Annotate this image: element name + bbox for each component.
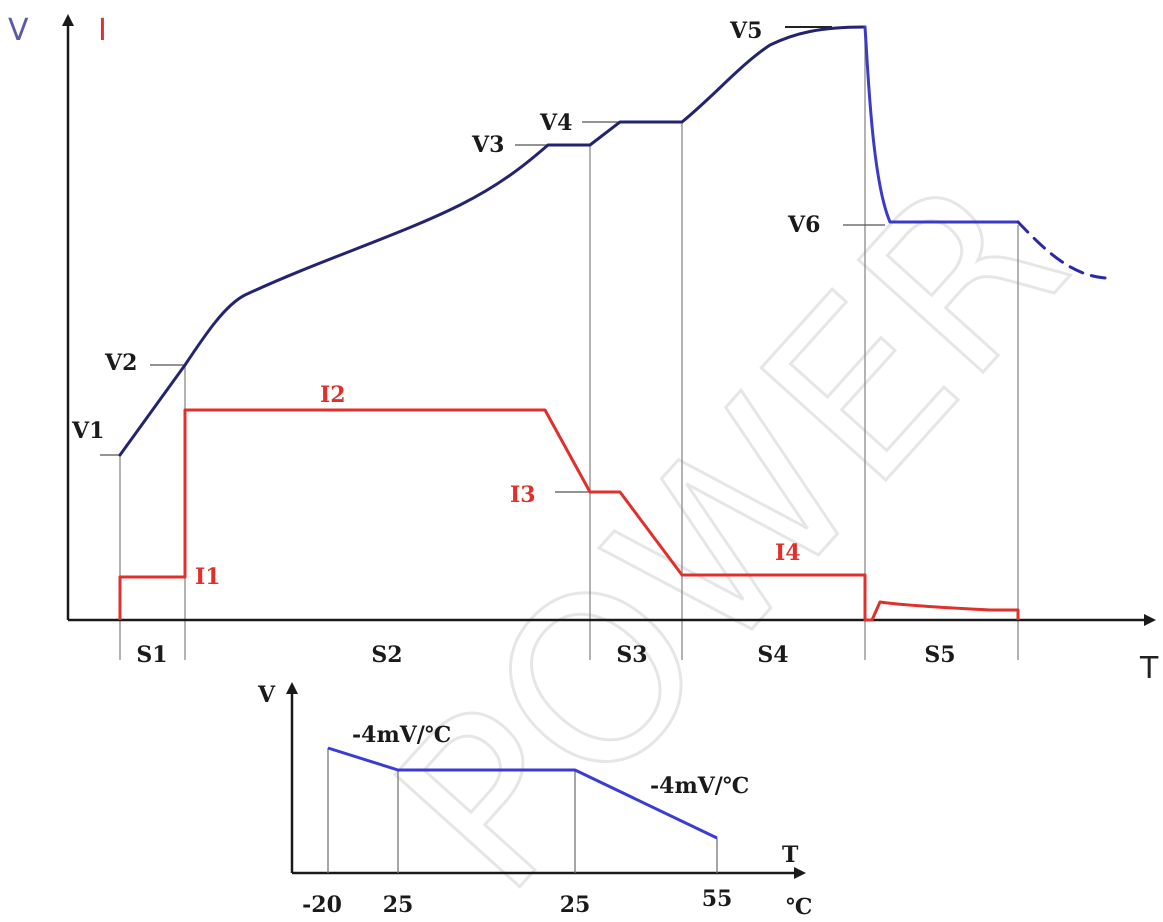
stage-labels: S1 S2 S3 S4 S5: [136, 642, 955, 668]
label-i4: I4: [775, 540, 801, 566]
watermark-text: POWER: [347, 128, 1116, 922]
stage-label-s2: S2: [371, 642, 402, 668]
inset-tick-25b: 25: [560, 892, 591, 918]
inset-x-label-t: T: [782, 842, 799, 868]
current-level-labels: I1 I2 I3 I4: [195, 382, 801, 590]
inset-x-ticks: -20 25 25 55: [302, 886, 732, 918]
main-axes: [62, 14, 1156, 626]
inset-annotation-left: -4mV/℃: [352, 722, 451, 748]
current-curve: [118, 408, 1020, 622]
level-tick-lines: [100, 26, 885, 493]
y-axis-label-i: I: [98, 13, 107, 48]
inset-tick-55: 55: [702, 886, 733, 912]
x-axis-label-t: T: [1139, 651, 1159, 686]
inset-annotation-right: -4mV/℃: [650, 773, 749, 799]
stage-label-s3: S3: [616, 642, 647, 668]
stage-label-s4: S4: [757, 642, 788, 668]
inset-chart: -4mV/℃ -4mV/℃ V T -20 25 25 55 ℃: [257, 682, 812, 920]
inset-y-label: V: [257, 682, 276, 708]
inset-x-unit: ℃: [786, 894, 812, 920]
stage-label-s1: S1: [136, 642, 167, 668]
y-axis-label-v: V: [8, 13, 29, 48]
voltage-series: [118, 25, 1107, 457]
inset-axes: [286, 682, 806, 879]
label-v4: V4: [539, 110, 572, 136]
label-v6: V6: [787, 212, 820, 238]
label-v1: V1: [71, 418, 104, 444]
watermark: POWER: [346, 127, 1118, 922]
stage-label-s5: S5: [924, 642, 955, 668]
main-chart: V1 V2 V3 V4 V5 V6 I1 I2 I3 I4 S1 S2 S3 S…: [8, 13, 1159, 686]
current-series: [118, 408, 1020, 622]
voltage-curve: [118, 25, 867, 457]
label-v2: V2: [104, 350, 137, 376]
label-v5: V5: [729, 18, 762, 44]
voltage-level-labels: V1 V2 V3 V4 V5 V6: [71, 18, 820, 444]
label-v3: V3: [471, 132, 504, 158]
inset-tick-m20: -20: [302, 892, 342, 918]
inset-guides: [327, 748, 718, 873]
label-i1: I1: [195, 564, 221, 590]
label-i2: I2: [320, 382, 346, 408]
inset-voltage-compensation-line: [327, 746, 718, 840]
inset-tick-25a: 25: [383, 892, 414, 918]
voltage-curve-continuation: [1016, 220, 1107, 280]
voltage-curve-drop: [863, 25, 1020, 224]
label-i3: I3: [510, 482, 536, 508]
